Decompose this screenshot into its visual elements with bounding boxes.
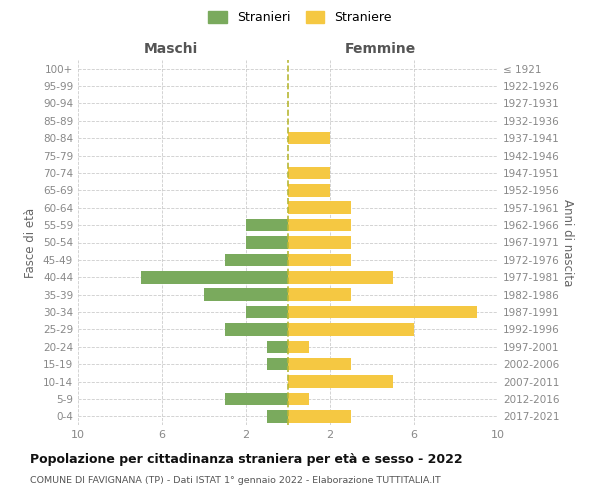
Bar	[225, 392, 288, 405]
Bar	[288, 340, 309, 353]
Bar	[288, 132, 330, 144]
Bar	[246, 236, 288, 249]
Bar	[288, 410, 351, 422]
Bar	[204, 288, 288, 301]
Bar	[225, 323, 288, 336]
Bar	[288, 236, 351, 249]
Bar	[288, 271, 393, 283]
Text: Maschi: Maschi	[143, 42, 197, 56]
Bar	[288, 358, 351, 370]
Bar	[246, 219, 288, 232]
Bar	[267, 358, 288, 370]
Y-axis label: Anni di nascita: Anni di nascita	[560, 199, 574, 286]
Bar	[288, 219, 351, 232]
Bar	[288, 306, 477, 318]
Bar	[267, 410, 288, 422]
Bar	[288, 202, 351, 214]
Bar	[141, 271, 288, 283]
Bar	[288, 166, 330, 179]
Text: COMUNE DI FAVIGNANA (TP) - Dati ISTAT 1° gennaio 2022 - Elaborazione TUTTITALIA.: COMUNE DI FAVIGNANA (TP) - Dati ISTAT 1°…	[30, 476, 441, 485]
Bar	[288, 323, 414, 336]
Bar	[246, 306, 288, 318]
Y-axis label: Fasce di età: Fasce di età	[25, 208, 37, 278]
Bar	[288, 254, 351, 266]
Text: Popolazione per cittadinanza straniera per età e sesso - 2022: Popolazione per cittadinanza straniera p…	[30, 452, 463, 466]
Bar	[267, 340, 288, 353]
Legend: Stranieri, Straniere: Stranieri, Straniere	[203, 6, 397, 29]
Text: Femmine: Femmine	[345, 42, 416, 56]
Bar	[225, 254, 288, 266]
Bar	[288, 288, 351, 301]
Bar	[288, 184, 330, 196]
Bar	[288, 376, 393, 388]
Bar	[288, 392, 309, 405]
